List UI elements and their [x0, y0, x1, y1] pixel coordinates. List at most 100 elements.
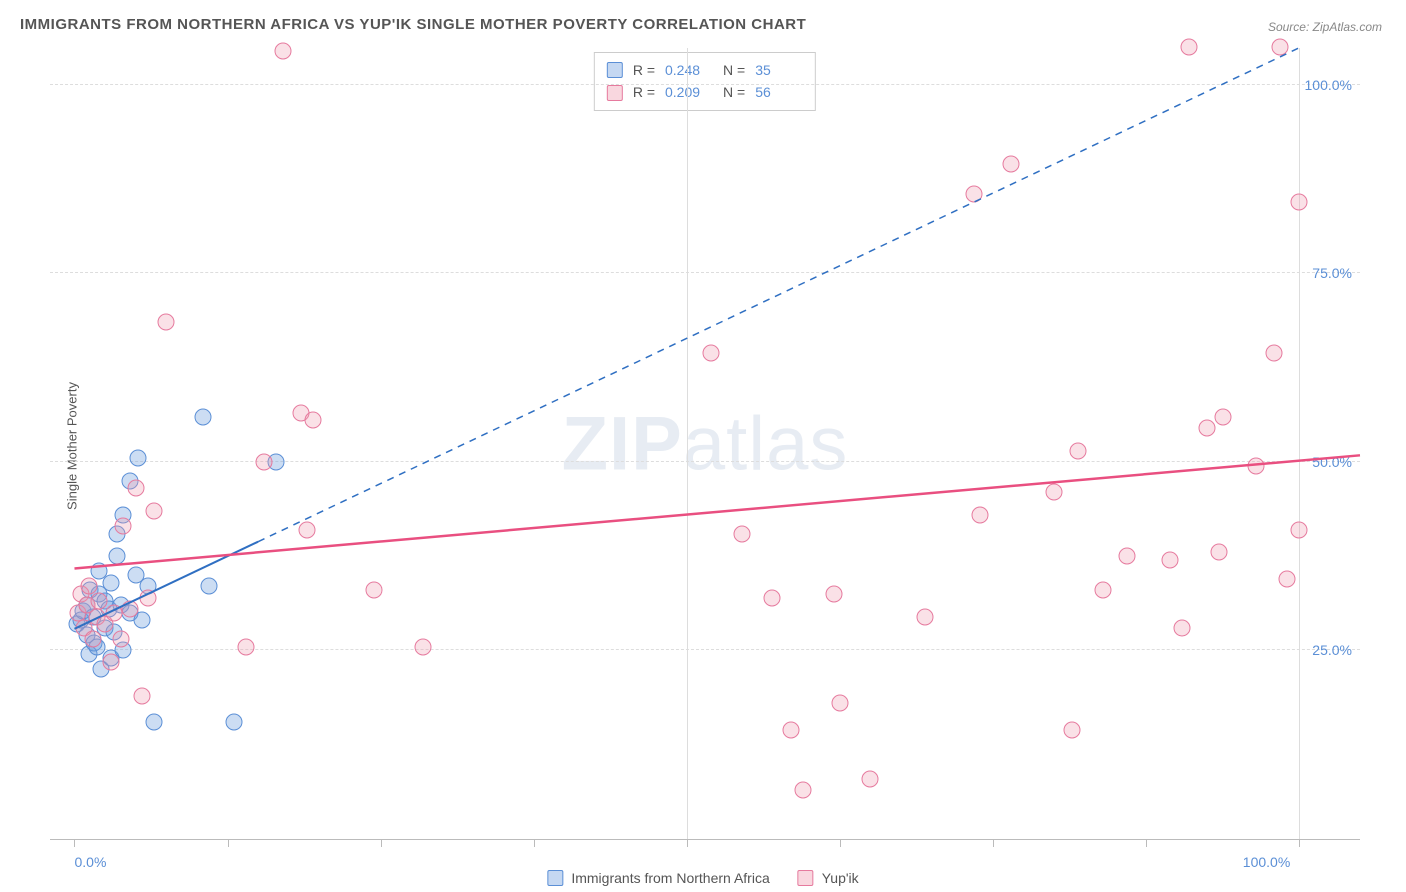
data-point — [139, 589, 156, 606]
data-point — [158, 314, 175, 331]
stats-legend-row: R = 0.209 N = 56 — [607, 81, 803, 103]
data-point — [1003, 155, 1020, 172]
y-tick-label: 50.0% — [1312, 454, 1352, 470]
data-point — [415, 638, 432, 655]
data-point — [84, 631, 101, 648]
data-point — [1266, 344, 1283, 361]
data-point — [1272, 39, 1289, 56]
n-value: 56 — [755, 81, 803, 103]
stats-legend: R = 0.248 N = 35 R = 0.209 N = 56 — [594, 52, 816, 111]
data-point — [1064, 721, 1081, 738]
data-point — [1290, 193, 1307, 210]
data-point — [1198, 419, 1215, 436]
data-point — [299, 521, 316, 538]
gridline-vertical — [1299, 48, 1300, 839]
gridline-vertical — [687, 48, 688, 839]
data-point — [1180, 39, 1197, 56]
gridline-horizontal — [50, 272, 1360, 273]
data-point — [109, 548, 126, 565]
x-tick-mark — [1299, 839, 1300, 847]
data-point — [1290, 521, 1307, 538]
legend-label: Yup'ik — [822, 870, 859, 886]
x-tick-mark — [74, 839, 75, 847]
data-point — [103, 574, 120, 591]
data-point — [1162, 551, 1179, 568]
x-tick-mark — [840, 839, 841, 847]
data-point — [1278, 570, 1295, 587]
legend-label: Immigrants from Northern Africa — [571, 870, 769, 886]
data-point — [130, 450, 147, 467]
y-tick-label: 75.0% — [1312, 265, 1352, 281]
data-point — [133, 687, 150, 704]
data-point — [794, 781, 811, 798]
data-point — [966, 186, 983, 203]
data-point — [366, 582, 383, 599]
n-value: 35 — [755, 59, 803, 81]
data-point — [201, 578, 218, 595]
data-point — [274, 42, 291, 59]
data-point — [1094, 582, 1111, 599]
data-point — [782, 721, 799, 738]
watermark: ZIPatlas — [562, 400, 849, 487]
data-point — [146, 714, 163, 731]
x-tick-mark — [228, 839, 229, 847]
x-tick-mark — [993, 839, 994, 847]
gridline-horizontal — [50, 461, 1360, 462]
data-point — [1119, 548, 1136, 565]
data-point — [81, 578, 98, 595]
r-value: 0.209 — [665, 81, 713, 103]
data-point — [1045, 484, 1062, 501]
x-tick-label: 0.0% — [74, 854, 106, 870]
data-point — [256, 453, 273, 470]
data-point — [146, 502, 163, 519]
data-point — [862, 770, 879, 787]
r-label: R = — [633, 81, 655, 103]
n-label: N = — [723, 81, 745, 103]
series-legend: Immigrants from Northern Africa Yup'ik — [547, 870, 858, 886]
legend-item: Immigrants from Northern Africa — [547, 870, 769, 886]
watermark-bold: ZIP — [562, 401, 683, 486]
data-point — [703, 344, 720, 361]
data-point — [825, 585, 842, 602]
watermark-rest: atlas — [683, 401, 849, 486]
data-point — [1211, 544, 1228, 561]
stats-legend-row: R = 0.248 N = 35 — [607, 59, 803, 81]
data-point — [831, 695, 848, 712]
data-point — [972, 506, 989, 523]
gridline-horizontal — [50, 84, 1360, 85]
plot-area: ZIPatlas R = 0.248 N = 35 R = 0.209 N = 56 25.0… — [50, 48, 1360, 840]
data-point — [1214, 408, 1231, 425]
data-point — [917, 608, 934, 625]
x-tick-mark — [1146, 839, 1147, 847]
data-point — [1174, 619, 1191, 636]
y-tick-label: 100.0% — [1305, 77, 1352, 93]
data-point — [305, 412, 322, 429]
legend-swatch — [798, 870, 814, 886]
trend-lines — [50, 48, 1360, 840]
trend-line-dashed — [258, 48, 1299, 542]
legend-swatch — [607, 85, 623, 101]
x-tick-mark — [534, 839, 535, 847]
x-tick-mark — [687, 839, 688, 847]
data-point — [113, 631, 130, 648]
data-point — [237, 638, 254, 655]
data-point — [1070, 442, 1087, 459]
x-tick-label: 100.0% — [1243, 854, 1290, 870]
n-label: N = — [723, 59, 745, 81]
legend-item: Yup'ik — [798, 870, 859, 886]
legend-swatch — [547, 870, 563, 886]
chart-title: IMMIGRANTS FROM NORTHERN AFRICA VS YUP'I… — [20, 16, 806, 33]
data-point — [764, 589, 781, 606]
data-point — [90, 593, 107, 610]
data-point — [733, 525, 750, 542]
r-value: 0.248 — [665, 59, 713, 81]
data-point — [1247, 457, 1264, 474]
data-point — [105, 604, 122, 621]
y-tick-label: 25.0% — [1312, 642, 1352, 658]
data-point — [121, 600, 138, 617]
x-tick-mark — [381, 839, 382, 847]
data-point — [103, 653, 120, 670]
data-point — [115, 517, 132, 534]
data-point — [195, 408, 212, 425]
r-label: R = — [633, 59, 655, 81]
